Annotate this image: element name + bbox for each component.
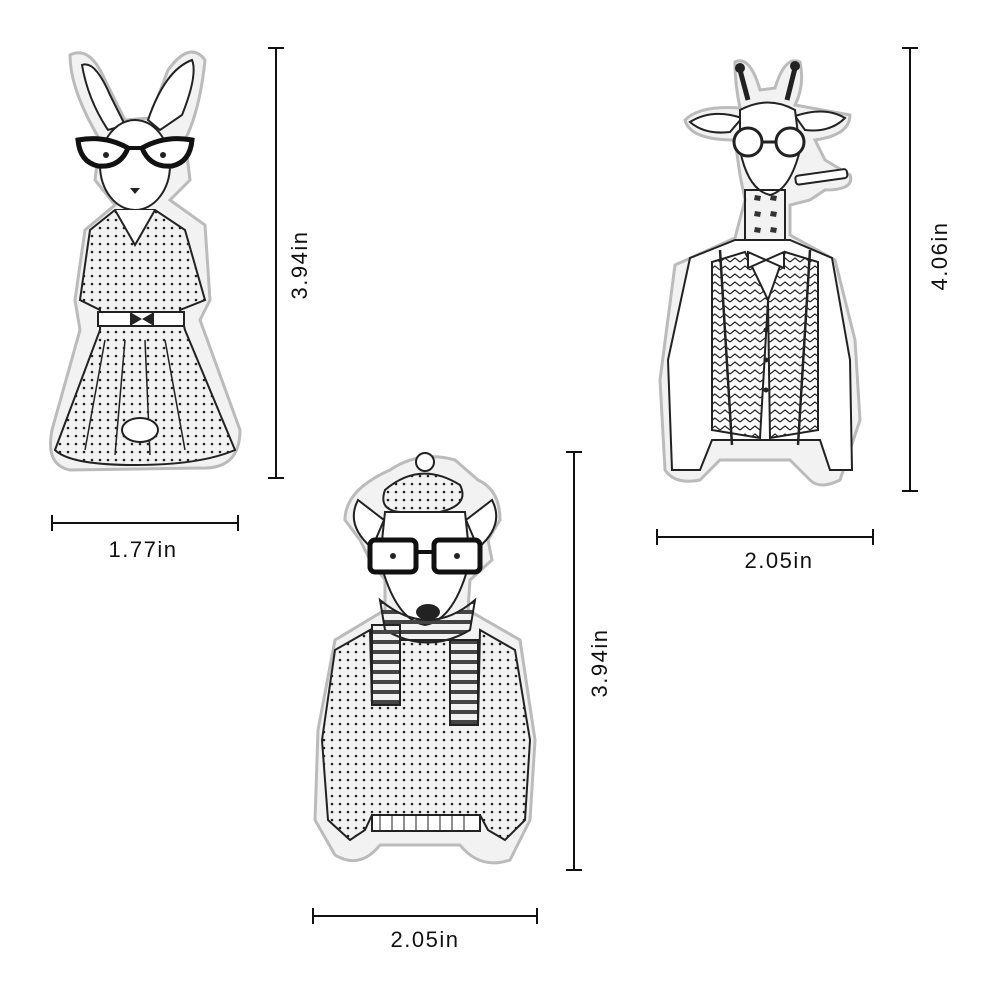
giraffe-width-label: 2.05in: [744, 548, 814, 573]
dog-stamp: [313, 452, 537, 865]
rabbit-stamp: [49, 50, 242, 472]
giraffe-stamp: [658, 59, 862, 487]
dog-height-label: 3.94in: [587, 628, 612, 698]
dog-width-label: 2.05in: [390, 927, 460, 952]
rabbit-width-label: 1.77in: [108, 537, 178, 562]
dimension-lines: [51, 47, 918, 924]
giraffe-height-label: 4.06in: [927, 221, 952, 291]
rabbit-height-label: 3.94in: [287, 230, 312, 300]
